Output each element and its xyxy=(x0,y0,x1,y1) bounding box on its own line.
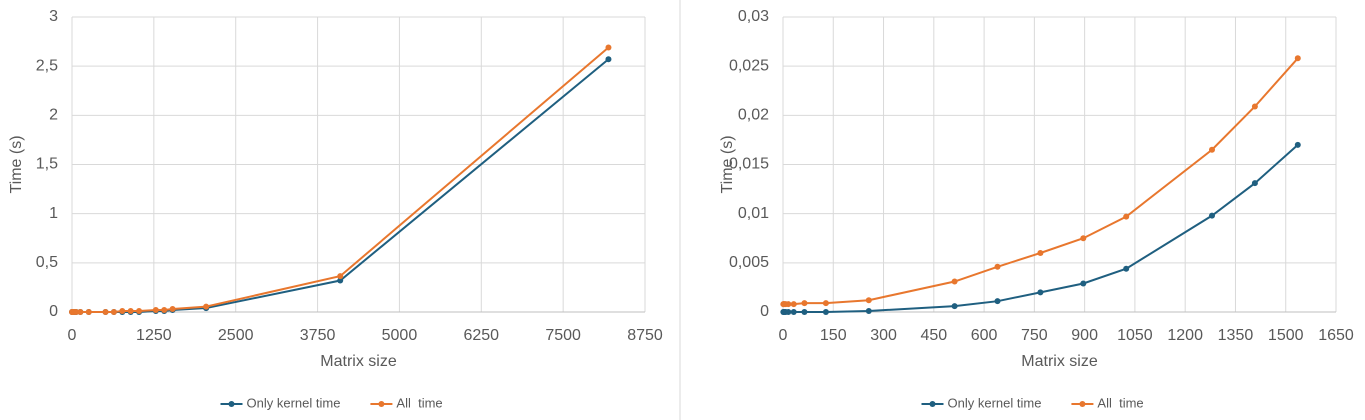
data-point xyxy=(790,309,797,315)
x-tick-label: 600 xyxy=(971,327,998,344)
data-point xyxy=(1251,103,1258,110)
data-point xyxy=(785,301,792,308)
y-tick-label: 1 xyxy=(49,205,58,222)
y-tick-label: 0,5 xyxy=(36,254,58,271)
data-point xyxy=(161,307,168,314)
data-point xyxy=(1037,289,1044,296)
y-tick-label: 0,015 xyxy=(729,156,769,173)
x-tick-label: 1650 xyxy=(1318,327,1354,344)
data-point xyxy=(994,298,1001,305)
data-point xyxy=(337,273,344,280)
data-point xyxy=(1037,250,1044,256)
x-tick-label: 5000 xyxy=(382,327,418,344)
data-point xyxy=(102,309,109,315)
x-tick-label: 0 xyxy=(779,327,788,344)
data-point xyxy=(73,309,80,315)
data-point xyxy=(77,309,84,315)
x-tick-label: 7500 xyxy=(545,327,581,344)
x-axis-title: Matrix size xyxy=(1021,353,1098,370)
x-tick-label: 1050 xyxy=(1117,327,1153,344)
y-tick-label: 0 xyxy=(49,303,58,320)
data-point xyxy=(605,56,612,63)
data-point xyxy=(785,309,792,315)
legend-label: All time xyxy=(1097,395,1143,410)
y-axis-title: Time (s) xyxy=(8,135,25,193)
legend-marker xyxy=(228,401,235,407)
legend-marker xyxy=(929,401,936,407)
data-point xyxy=(119,308,126,315)
legend-label: Only kernel time xyxy=(247,395,341,410)
data-point xyxy=(136,308,143,315)
x-tick-label: 1200 xyxy=(1167,327,1203,344)
x-tick-label: 900 xyxy=(1071,327,1098,344)
y-tick-label: 3 xyxy=(49,8,58,25)
x-tick-label: 1350 xyxy=(1218,327,1254,344)
legend-label: All time xyxy=(396,395,442,410)
data-point xyxy=(822,309,829,315)
data-point xyxy=(1208,146,1215,153)
x-tick-label: 1250 xyxy=(136,327,172,344)
legend-marker xyxy=(378,401,385,407)
data-point xyxy=(169,306,176,313)
data-point xyxy=(605,44,612,51)
x-tick-label: 3750 xyxy=(300,327,336,344)
data-point xyxy=(1080,235,1087,242)
y-tick-label: 2,5 xyxy=(36,57,58,74)
data-point xyxy=(865,297,872,304)
data-point xyxy=(1251,180,1258,187)
y-tick-label: 0,005 xyxy=(729,254,769,271)
data-point xyxy=(801,300,808,307)
data-point xyxy=(865,308,872,315)
y-tick-label: 1,5 xyxy=(36,156,58,173)
data-point xyxy=(951,278,958,285)
data-point xyxy=(85,309,92,315)
x-axis-title: Matrix size xyxy=(320,353,397,370)
x-tick-label: 300 xyxy=(870,327,897,344)
x-tick-label: 150 xyxy=(820,327,847,344)
data-point xyxy=(1123,213,1130,220)
series-line xyxy=(783,57,1299,306)
data-point xyxy=(822,300,829,307)
data-point xyxy=(152,307,159,314)
data-point xyxy=(1294,141,1301,148)
y-axis-title: Time (s) xyxy=(719,135,736,193)
series-line xyxy=(72,46,610,313)
y-tick-label: 0,01 xyxy=(738,205,769,222)
y-tick-label: 2 xyxy=(49,107,58,124)
data-point xyxy=(994,263,1001,270)
data-point xyxy=(1294,55,1301,62)
x-tick-label: 8750 xyxy=(627,327,663,344)
x-tick-label: 0 xyxy=(68,327,77,344)
data-point xyxy=(951,303,958,310)
y-tick-label: 0,025 xyxy=(729,57,769,74)
data-point xyxy=(790,301,797,308)
x-tick-label: 2500 xyxy=(218,327,254,344)
y-tick-label: 0,02 xyxy=(738,107,769,124)
data-point xyxy=(110,309,117,315)
data-point xyxy=(337,277,344,284)
x-tick-label: 450 xyxy=(920,327,947,344)
y-tick-label: 0 xyxy=(760,303,769,320)
data-point xyxy=(801,309,808,315)
x-tick-label: 6250 xyxy=(463,327,499,344)
data-point xyxy=(1080,280,1087,287)
x-tick-label: 750 xyxy=(1021,327,1048,344)
y-tick-label: 0,03 xyxy=(738,8,769,25)
data-point xyxy=(1123,265,1130,272)
data-point xyxy=(1208,212,1215,219)
x-tick-label: 1500 xyxy=(1268,327,1304,344)
data-point xyxy=(127,308,134,315)
legend-label: Only kernel time xyxy=(948,395,1042,410)
legend-marker xyxy=(1079,401,1086,407)
data-point xyxy=(203,303,210,310)
series-line xyxy=(783,144,1299,313)
